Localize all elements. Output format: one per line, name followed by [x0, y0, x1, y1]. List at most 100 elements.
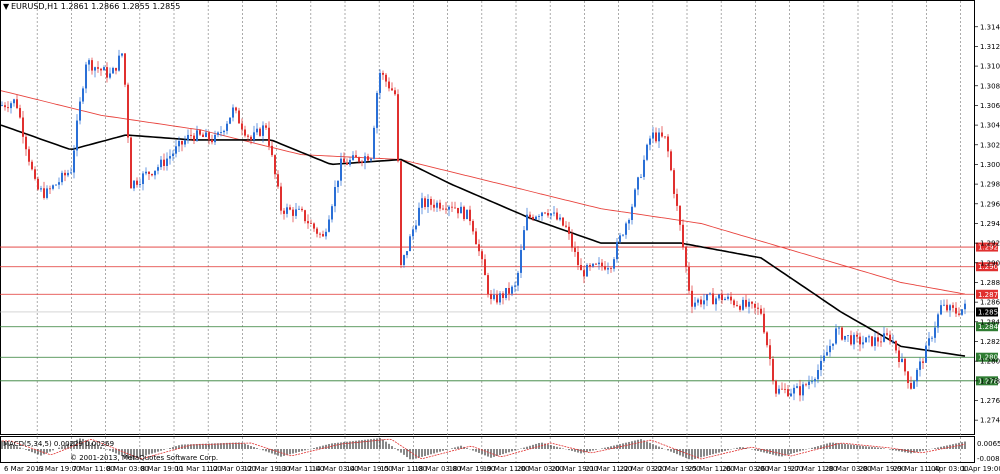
candle-body	[94, 67, 96, 71]
candle-body	[847, 335, 849, 337]
candle-body	[745, 299, 747, 307]
candle-body	[547, 213, 549, 216]
candle-body	[874, 337, 876, 346]
candle-body	[763, 313, 765, 333]
candle-body	[754, 303, 756, 308]
candle-body	[676, 193, 678, 206]
candle-body	[724, 298, 726, 301]
price-label: 1.2805	[980, 358, 1000, 366]
time-label: 25 Mar 11:00	[688, 465, 735, 473]
candle-body	[814, 379, 816, 382]
candle-body	[850, 335, 852, 345]
candle-body	[412, 229, 414, 237]
candle-body	[106, 67, 108, 78]
candle-body	[148, 171, 150, 174]
candle-body	[7, 107, 9, 109]
candle-body	[592, 263, 594, 267]
candle-body	[202, 134, 204, 137]
candle-body	[19, 108, 21, 118]
candle-body	[748, 301, 750, 307]
candle-body	[277, 174, 279, 187]
time-label: 14 Mar 19:00	[346, 465, 393, 473]
price-label: 1.2865	[980, 299, 1000, 307]
candle-body	[817, 370, 819, 380]
candle-body	[472, 221, 474, 232]
fast-ma-line	[0, 124, 966, 357]
candle-body	[151, 173, 153, 176]
level-tag	[976, 376, 998, 386]
candle-body	[688, 266, 690, 291]
candle-body	[304, 210, 306, 222]
candle-body	[418, 207, 420, 226]
candle-body	[634, 189, 636, 207]
candle-body	[538, 216, 540, 217]
candle-body	[520, 250, 522, 273]
macd-histogram	[1, 438, 966, 460]
price-label: 1.3145	[980, 23, 1000, 31]
candle-body	[679, 205, 681, 225]
candle-body	[76, 120, 78, 151]
candle-body	[658, 132, 660, 142]
candle-body	[775, 380, 777, 394]
candle-body	[667, 136, 669, 152]
candle-body	[964, 303, 966, 310]
price-axis[interactable]: 1.3145 1.3125 1.3105 1.3085 1.3065 1.3045 1.30…	[974, 23, 1000, 425]
candle-body	[709, 293, 711, 295]
candle-body	[61, 172, 63, 183]
candle-body	[388, 81, 390, 89]
candle-body	[517, 272, 519, 286]
time-label: 8 Mar 03:00	[107, 465, 149, 473]
candle-body	[655, 132, 657, 142]
candle-body	[403, 255, 405, 266]
candle-body	[73, 150, 75, 173]
candle-body	[181, 140, 183, 145]
candle-body	[199, 130, 201, 135]
menu-arrow-icon[interactable]: ▼	[3, 2, 10, 11]
candle-body	[40, 188, 42, 190]
candle-body	[79, 101, 81, 121]
candle-body	[952, 305, 954, 308]
level-tag-text: 1.2855	[978, 308, 1000, 316]
candle-body	[475, 231, 477, 245]
candle-body	[91, 60, 93, 71]
candle-body	[100, 68, 102, 71]
time-label: 20 Mar 03:00	[517, 465, 564, 473]
candle-body	[445, 208, 447, 210]
candle-body	[250, 136, 252, 140]
candle-body	[352, 155, 354, 160]
candle-body	[82, 88, 84, 102]
level-tag-text: 1.2785	[978, 377, 1000, 385]
candle-body	[625, 223, 627, 235]
candle-body	[700, 299, 702, 305]
candle-body	[955, 307, 957, 314]
candle-body	[949, 305, 951, 311]
candle-body	[361, 161, 363, 163]
candle-body	[295, 209, 297, 216]
price-label: 1.3025	[980, 141, 1000, 149]
price-label: 1.3065	[980, 102, 1000, 110]
candle-body	[442, 208, 444, 210]
candle-body	[163, 159, 165, 166]
candle-body	[208, 132, 210, 140]
candle-body	[55, 184, 57, 186]
candle-body	[571, 233, 573, 248]
candle-body	[328, 219, 330, 232]
candle-body	[643, 159, 645, 177]
candle-body	[661, 132, 663, 137]
candle-body	[322, 234, 324, 237]
candle-body	[271, 145, 273, 156]
candle-body	[130, 137, 132, 189]
candle-body	[310, 223, 312, 225]
candle-body	[232, 107, 234, 118]
candle-body	[628, 219, 630, 224]
candle-body	[376, 92, 378, 128]
candle-body	[244, 129, 246, 136]
level-tag-text: 1.2873	[978, 291, 1000, 299]
candle-body	[613, 259, 615, 269]
candle-body	[133, 180, 135, 189]
candle-body	[301, 208, 303, 211]
